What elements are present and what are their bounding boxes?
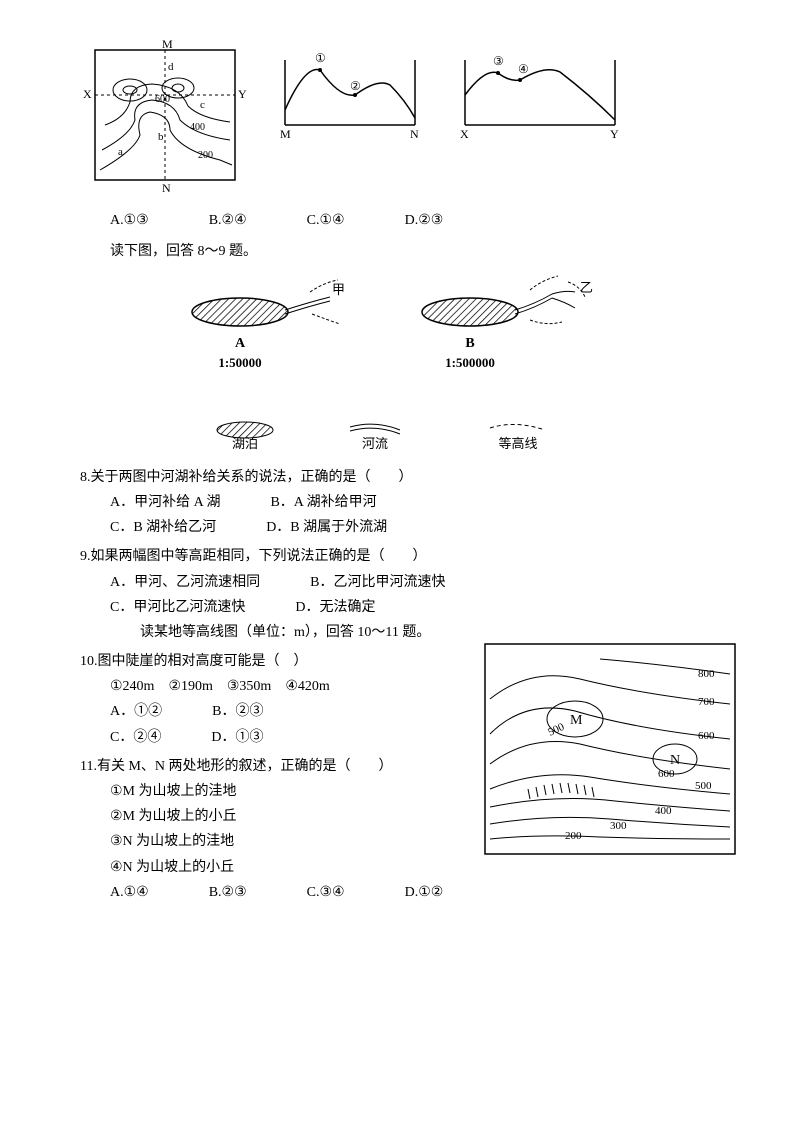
svg-text:1:500000: 1:500000 bbox=[445, 355, 495, 370]
q8-opts-2: C．B 湖补给乙河 D．B 湖属于外流湖 bbox=[110, 515, 740, 540]
q9-d: D．无法确定 bbox=[295, 595, 375, 620]
svg-text:N: N bbox=[410, 127, 419, 141]
q11-options: A.①④ B.②③ C.③④ D.①② bbox=[110, 880, 740, 905]
q10-opts-2: C．②④ D．①③ bbox=[110, 725, 470, 750]
svg-text:1:50000: 1:50000 bbox=[218, 355, 261, 370]
svg-text:800: 800 bbox=[698, 668, 715, 680]
q11-text: 11.有关 M、N 两处地形的叙述，正确的是（ ） bbox=[80, 754, 460, 779]
svg-text:b: b bbox=[158, 131, 164, 143]
svg-text:B: B bbox=[465, 336, 474, 351]
q8-b: B．A 湖补给甲河 bbox=[270, 490, 376, 515]
svg-text:200: 200 bbox=[198, 150, 213, 161]
svg-text:②: ② bbox=[350, 79, 361, 93]
svg-text:河流: 河流 bbox=[362, 436, 388, 451]
q9-text: 9.如果两幅图中等高距相同，下列说法正确的是（ ） bbox=[80, 544, 740, 569]
q10-d: D．①③ bbox=[211, 725, 263, 750]
q11-b: B.②③ bbox=[209, 880, 247, 905]
topo-map: M N 500 600 800 700 600 500 400 300 200 bbox=[480, 639, 740, 868]
svg-text:X: X bbox=[460, 127, 469, 141]
svg-text:700: 700 bbox=[698, 696, 715, 708]
svg-text:Y: Y bbox=[610, 127, 619, 141]
lake-figures: 甲 A 1:50000 乙 B 1:500000 湖泊 河流 等高线 bbox=[80, 272, 740, 460]
q11-c: C.③④ bbox=[307, 880, 345, 905]
q8-d: D．B 湖属于外流湖 bbox=[266, 515, 387, 540]
svg-text:200: 200 bbox=[565, 830, 582, 842]
q8-a: A．甲河补给 A 湖 bbox=[110, 490, 220, 515]
svg-text:600: 600 bbox=[658, 768, 675, 780]
svg-text:Y: Y bbox=[238, 87, 247, 101]
q8-opts-1: A．甲河补给 A 湖 B．A 湖补给甲河 bbox=[110, 490, 740, 515]
contour-map: M N X Y d c b a 600 400 200 bbox=[80, 40, 250, 200]
q9-a: A．甲河、乙河流速相同 bbox=[110, 570, 260, 595]
svg-text:300: 300 bbox=[610, 820, 627, 832]
svg-text:等高线: 等高线 bbox=[498, 436, 537, 451]
q11-a: A.①④ bbox=[110, 880, 149, 905]
profile-xy: ③ ④ X Y bbox=[450, 40, 630, 150]
svg-text:N: N bbox=[162, 181, 171, 195]
opt-b: B.②④ bbox=[209, 208, 247, 233]
svg-text:d: d bbox=[168, 61, 174, 73]
svg-text:A: A bbox=[235, 336, 246, 351]
svg-text:M: M bbox=[570, 713, 583, 728]
q9-b: B．乙河比甲河流速快 bbox=[310, 570, 445, 595]
q9-c: C．甲河比乙河流速快 bbox=[110, 595, 245, 620]
svg-text:乙: 乙 bbox=[580, 280, 593, 295]
q9-opts-1: A．甲河、乙河流速相同 B．乙河比甲河流速快 bbox=[110, 570, 740, 595]
svg-text:600: 600 bbox=[698, 730, 715, 742]
q11-d: D.①② bbox=[405, 880, 444, 905]
q8-text: 8.关于两图中河湖补给关系的说法，正确的是（ ） bbox=[80, 465, 740, 490]
opt-c: C.①④ bbox=[307, 208, 345, 233]
profile-mn: ① ② M N bbox=[270, 40, 430, 150]
svg-text:600: 600 bbox=[155, 94, 170, 105]
q10-a: A．①② bbox=[110, 699, 162, 724]
svg-text:400: 400 bbox=[190, 122, 205, 133]
q7-options: A.①③ B.②④ C.①④ D.②③ bbox=[110, 208, 740, 233]
svg-text:N: N bbox=[670, 753, 680, 768]
svg-text:湖泊: 湖泊 bbox=[232, 436, 258, 451]
svg-text:400: 400 bbox=[655, 805, 672, 817]
opt-d: D.②③ bbox=[405, 208, 444, 233]
svg-text:500: 500 bbox=[695, 780, 712, 792]
svg-text:甲: 甲 bbox=[332, 282, 345, 297]
q10-opts-1: A．①② B．②③ bbox=[110, 699, 470, 724]
legend: 湖泊 河流 等高线 bbox=[200, 412, 620, 452]
svg-text:c: c bbox=[200, 99, 205, 111]
svg-text:①: ① bbox=[315, 51, 326, 65]
svg-text:X: X bbox=[83, 87, 92, 101]
q10-c: C．②④ bbox=[110, 725, 161, 750]
svg-text:M: M bbox=[162, 40, 173, 51]
top-figures: M N X Y d c b a 600 400 200 ① ② M N ③ ④ … bbox=[80, 40, 740, 200]
opt-a: A.①③ bbox=[110, 208, 149, 233]
svg-text:④: ④ bbox=[518, 62, 529, 76]
svg-text:M: M bbox=[280, 127, 291, 141]
q9-opts-2: C．甲河比乙河流速快 D．无法确定 bbox=[110, 595, 740, 620]
q8-c: C．B 湖补给乙河 bbox=[110, 515, 216, 540]
q10-b: B．②③ bbox=[212, 699, 263, 724]
svg-text:③: ③ bbox=[493, 54, 504, 68]
intro-8-9: 读下图，回答 8～9 题。 bbox=[110, 239, 740, 264]
svg-text:a: a bbox=[118, 146, 123, 158]
